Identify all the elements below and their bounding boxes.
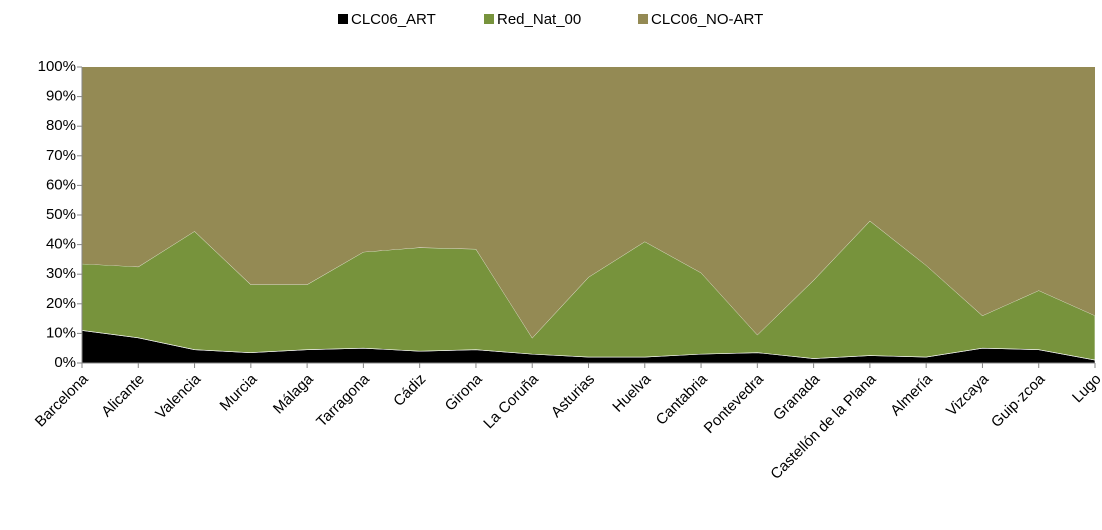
x-tick-label: Tarragona: [313, 370, 373, 430]
x-tick-label: Cantabria: [653, 370, 711, 428]
y-tick-label: 60%: [46, 176, 76, 193]
area: [82, 67, 1095, 338]
x-tick-label: Pontevedra: [701, 370, 768, 437]
legend-swatch: [338, 14, 348, 24]
legend-label: CLC06_ART: [351, 11, 436, 28]
y-tick-label: 30%: [46, 265, 76, 282]
x-tick-label: Granada: [770, 370, 824, 424]
legend-label: CLC06_NO-ART: [651, 11, 763, 28]
y-tick-label: 0%: [54, 354, 76, 371]
x-tick-label: Cádiz: [390, 371, 429, 410]
y-tick-label: 100%: [38, 58, 76, 75]
x-tick-label: Almería: [887, 370, 936, 419]
y-tick-label: 80%: [46, 117, 76, 134]
y-tick-label: 20%: [46, 295, 76, 312]
legend-swatch: [484, 14, 494, 24]
x-tick-label: Vizcaya: [943, 370, 992, 419]
x-tick-label: Lugo: [1069, 371, 1102, 407]
legend-label: Red_Nat_00: [497, 11, 581, 28]
x-tick-label: Huelva: [609, 370, 655, 416]
x-tick-label: Guip·zcoa: [988, 370, 1049, 431]
x-tick-label: Murcia: [217, 370, 261, 414]
y-tick-label: 70%: [46, 147, 76, 164]
legend-swatch: [638, 14, 648, 24]
y-tick-label: 10%: [46, 324, 76, 341]
x-tick-label: Barcelona: [32, 370, 92, 430]
x-tick-label: Málaga: [270, 370, 317, 417]
x-tick-label: Valencia: [152, 370, 204, 422]
x-tick-label: Asturias: [548, 371, 598, 421]
x-tick-label: Castellón de la Plana: [767, 370, 880, 483]
x-tick-label: Girona: [442, 370, 486, 414]
y-tick-label: 50%: [46, 206, 76, 223]
x-tick-label: Alicante: [98, 371, 148, 421]
y-tick-label: 90%: [46, 88, 76, 105]
x-tick-label: La Coruña: [480, 370, 542, 432]
y-tick-label: 40%: [46, 236, 76, 253]
